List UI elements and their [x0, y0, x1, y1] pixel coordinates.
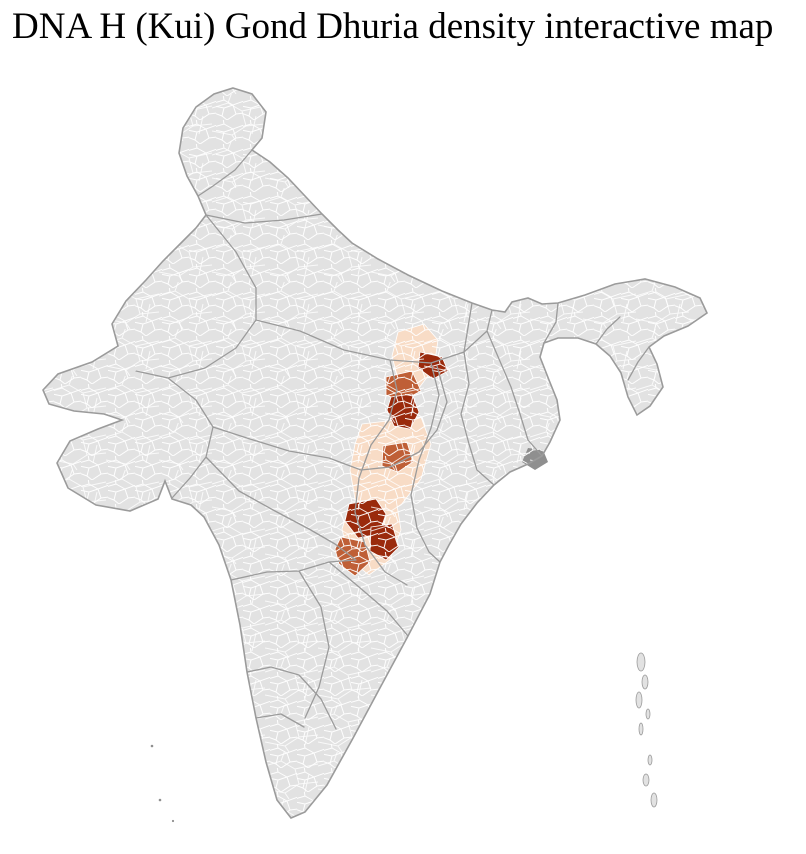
page-title: DNA H (Kui) Gond Dhuria density interact… — [12, 6, 774, 47]
lakshadweep-islands — [150, 744, 175, 823]
andaman-nicobar-islands[interactable] — [635, 652, 658, 808]
